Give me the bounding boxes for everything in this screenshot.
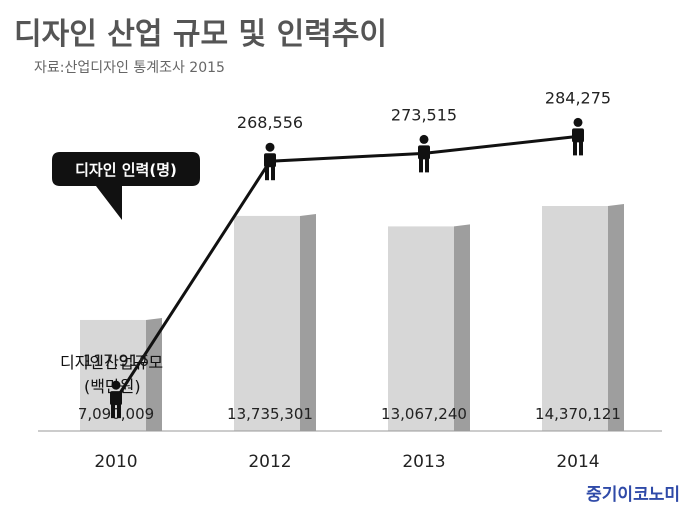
series-line [114, 134, 579, 400]
bar-data-label: 13,735,301 [227, 405, 313, 423]
callout-bubble [52, 152, 200, 220]
person-icon [110, 380, 122, 419]
bar [388, 226, 454, 431]
chart-title: 디자인 산업 규모 및 인력추이 [14, 17, 387, 52]
bar-series-label-line1: 디자인산업규모 [60, 353, 163, 372]
x-tick-label: 2014 [556, 452, 599, 472]
person-icon [572, 117, 584, 156]
callout-label: 디자인 인력(명) [75, 161, 177, 179]
bar-side [300, 213, 316, 431]
line-data-label: 268,556 [237, 113, 303, 132]
x-tick-label: 2012 [248, 452, 291, 472]
bar-side [454, 224, 470, 431]
line-series-callout: 디자인 인력(명) [52, 152, 200, 220]
x-tick-label: 2010 [94, 452, 137, 472]
line-data-label: 117,916 [83, 351, 149, 370]
bar-data-label: 14,370,121 [535, 405, 621, 423]
person-icon [264, 142, 276, 181]
bar-data-label: 13,067,240 [381, 405, 467, 423]
line-data-label: 273,515 [391, 105, 457, 124]
publisher-logo: 중기이코노미 [586, 485, 680, 505]
bar [542, 206, 608, 431]
bar-side [608, 204, 624, 431]
line-data-label: 284,275 [545, 88, 611, 107]
bar-data-label: 7,090,009 [78, 405, 154, 423]
x-tick-label: 2013 [402, 452, 445, 472]
bar-series-label-line2: (백만원) [84, 377, 141, 396]
bar-series: 7,090,009 13,735,301 13,067,240 14,370,121 [78, 204, 624, 431]
person-icon [418, 134, 430, 173]
chart-source: 자료:산업디자인 통계조사 2015 [34, 60, 225, 76]
line-series: 117,916 268,556 273,515 284,275 [83, 88, 611, 419]
category-labels: 2010 2012 2013 2014 [94, 452, 599, 472]
bar [234, 215, 300, 431]
